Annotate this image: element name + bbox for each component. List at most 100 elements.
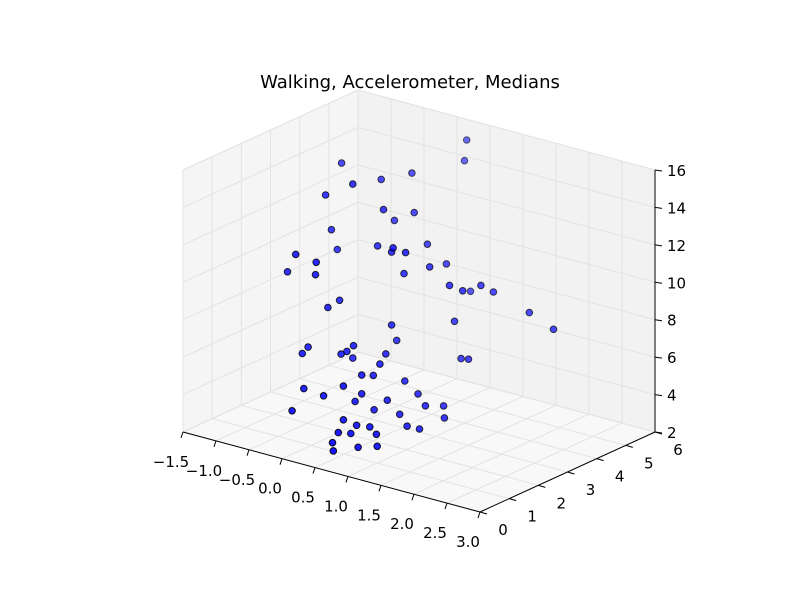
data-point bbox=[401, 377, 409, 385]
y-tick-mark bbox=[596, 458, 604, 462]
z-tick-label: 10 bbox=[667, 274, 686, 292]
data-point bbox=[329, 447, 338, 455]
z-tick-mark bbox=[654, 356, 663, 359]
data-point bbox=[390, 216, 399, 225]
data-point bbox=[549, 325, 558, 334]
data-point bbox=[376, 360, 384, 368]
x-tick-label: 3.0 bbox=[456, 533, 480, 551]
data-point bbox=[477, 281, 485, 290]
data-point bbox=[383, 396, 392, 405]
z-tick-label: 8 bbox=[667, 312, 677, 330]
gridline-z bbox=[182, 89, 656, 171]
data-point bbox=[349, 354, 357, 362]
data-point bbox=[460, 156, 469, 165]
x-tick-mark bbox=[180, 431, 184, 439]
gridline-z bbox=[182, 351, 656, 433]
data-point bbox=[298, 349, 307, 358]
x-tick-label: −1.0 bbox=[186, 462, 222, 480]
data-point bbox=[311, 270, 320, 279]
data-point bbox=[337, 159, 346, 167]
z-tick-label: 6 bbox=[667, 349, 677, 367]
data-point bbox=[421, 402, 430, 410]
data-point bbox=[349, 341, 358, 350]
z-tick-mark bbox=[654, 319, 663, 322]
gridline-z bbox=[182, 314, 656, 396]
data-point bbox=[300, 384, 308, 393]
x-tick-label: 2.0 bbox=[390, 515, 414, 533]
z-tick-mark bbox=[654, 244, 663, 247]
x-tick-mark bbox=[312, 467, 316, 474]
data-point bbox=[288, 407, 296, 415]
x-tick-mark bbox=[444, 502, 448, 510]
data-point bbox=[372, 430, 381, 439]
x-tick-mark bbox=[378, 485, 382, 492]
data-point bbox=[389, 244, 397, 252]
z-tick-mark bbox=[654, 281, 663, 284]
data-point bbox=[408, 169, 416, 177]
y-tick-mark bbox=[567, 471, 575, 475]
z-tick-label: 16 bbox=[667, 162, 686, 180]
y-tick-mark bbox=[538, 484, 546, 488]
data-point bbox=[328, 438, 337, 447]
data-point bbox=[464, 355, 473, 364]
x-tick-label: 1.0 bbox=[324, 497, 348, 515]
data-point bbox=[410, 208, 419, 217]
data-point bbox=[304, 343, 312, 351]
y-tick-mark bbox=[509, 498, 517, 502]
z-tick-mark bbox=[654, 206, 663, 209]
x-tick-label: 0.0 bbox=[258, 480, 282, 498]
x-tick-label: 0.5 bbox=[291, 489, 315, 507]
x-tick-label: −0.5 bbox=[219, 471, 255, 489]
data-point bbox=[319, 392, 328, 400]
x-tick-label: −1.5 bbox=[153, 453, 189, 471]
x-axis-line bbox=[182, 431, 481, 513]
z-tick-label: 2 bbox=[667, 424, 677, 442]
y-tick-mark bbox=[625, 444, 633, 448]
y-tick-label: 6 bbox=[673, 441, 683, 459]
z-tick-mark bbox=[654, 394, 663, 397]
data-point bbox=[439, 402, 448, 410]
data-point bbox=[327, 225, 336, 234]
data-point bbox=[339, 416, 348, 424]
y-tick-label: 3 bbox=[586, 481, 596, 499]
data-point bbox=[440, 414, 449, 422]
data-point bbox=[395, 410, 404, 419]
x-tick-mark bbox=[345, 476, 349, 483]
y-tick-label: 5 bbox=[644, 454, 654, 472]
x-tick-mark bbox=[477, 511, 481, 519]
data-point bbox=[334, 428, 343, 437]
data-point bbox=[369, 371, 378, 380]
gridline-z bbox=[182, 239, 656, 321]
x-tick-mark bbox=[246, 449, 250, 456]
data-point bbox=[352, 421, 361, 430]
data-point bbox=[347, 429, 355, 438]
data-point bbox=[457, 354, 465, 363]
data-point bbox=[373, 442, 382, 451]
data-point bbox=[335, 296, 344, 305]
data-point bbox=[291, 250, 300, 259]
data-point bbox=[400, 269, 408, 278]
data-point bbox=[489, 288, 498, 296]
data-point bbox=[377, 175, 386, 184]
data-point bbox=[403, 422, 411, 431]
gridline-z bbox=[182, 201, 656, 283]
data-point bbox=[283, 268, 292, 276]
y-tick-label: 0 bbox=[498, 521, 508, 539]
x-tick-mark bbox=[213, 440, 217, 448]
data-point bbox=[525, 308, 534, 317]
data-point bbox=[392, 336, 401, 345]
gridline-z bbox=[182, 164, 656, 246]
data-point bbox=[339, 382, 348, 390]
data-point bbox=[312, 258, 321, 267]
data-point bbox=[466, 287, 475, 296]
data-point bbox=[351, 397, 359, 406]
z-tick-label: 4 bbox=[667, 387, 677, 405]
data-point bbox=[382, 350, 390, 358]
data-point bbox=[349, 180, 357, 188]
z-tick-mark bbox=[654, 169, 663, 172]
data-point bbox=[387, 321, 396, 329]
data-point bbox=[450, 317, 459, 326]
y-tick-label: 1 bbox=[527, 508, 537, 526]
data-point bbox=[415, 425, 424, 433]
data-point bbox=[442, 260, 451, 268]
